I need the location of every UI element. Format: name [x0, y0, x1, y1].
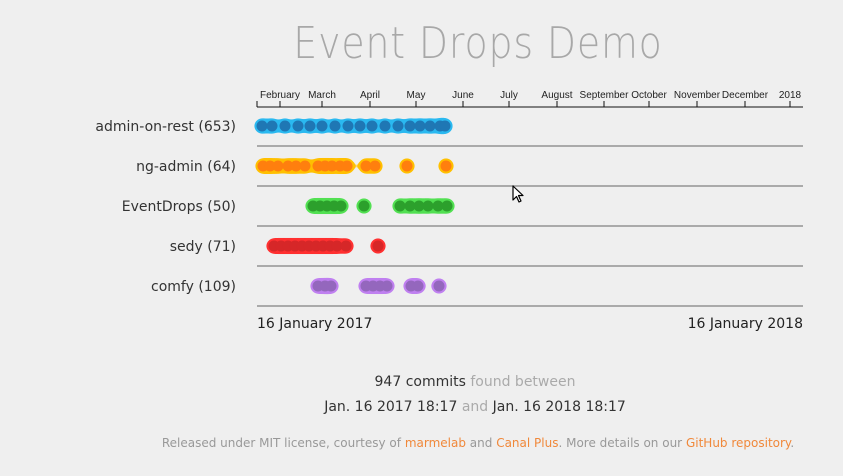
row-label: comfy (109)	[151, 279, 236, 295]
footer-suffix: .	[790, 436, 795, 450]
event-drop[interactable]	[341, 160, 353, 172]
event-drop[interactable]	[331, 240, 343, 252]
footer-prefix: Released under MIT license, courtesy of	[161, 436, 401, 450]
event-drops-chart[interactable]: February March April May June July August Septe…	[0, 0, 843, 340]
row-label: sedy (71)	[170, 239, 236, 255]
end-date: Jan. 16 2018 18:17	[492, 399, 626, 415]
summary-line-1: 947 commits found between	[0, 374, 843, 390]
event-drop[interactable]	[394, 200, 406, 212]
event-drop[interactable]	[439, 120, 451, 132]
event-drop[interactable]	[413, 200, 425, 212]
event-drop[interactable]	[392, 120, 404, 132]
event-drop[interactable]	[342, 120, 354, 132]
event-drop[interactable]	[358, 200, 370, 212]
event-drop[interactable]	[366, 120, 378, 132]
axis-tick-label: February	[260, 90, 300, 101]
event-drop[interactable]	[304, 120, 316, 132]
x-axis-top: February March April May June July August Septe…	[256, 90, 803, 108]
range-start-label: 16 January 2017	[257, 316, 372, 332]
event-drop[interactable]	[326, 160, 338, 172]
marmelab-link[interactable]: marmelab	[404, 436, 466, 450]
event-drop[interactable]	[354, 120, 366, 132]
range-end-label: 16 January 2018	[688, 316, 803, 332]
event-drop[interactable]	[440, 160, 452, 172]
row-label: admin-on-rest (653)	[95, 119, 236, 135]
axis-tick-label: September	[580, 90, 630, 101]
event-drop[interactable]	[279, 120, 291, 132]
axis-tick-label: March	[308, 90, 336, 101]
event-drop[interactable]	[412, 280, 424, 292]
event-drop[interactable]	[369, 160, 381, 172]
and-text: and	[461, 399, 489, 415]
axis-tick-label: June	[452, 90, 474, 101]
event-drop[interactable]	[299, 160, 311, 172]
event-drop[interactable]	[329, 120, 341, 132]
axis-tick-label: October	[631, 90, 667, 101]
event-drop[interactable]	[422, 200, 434, 212]
event-drop[interactable]	[272, 160, 284, 172]
event-drop[interactable]	[401, 160, 413, 172]
event-drop[interactable]	[282, 160, 294, 172]
footer: Released under MIT license, courtesy of …	[0, 436, 843, 450]
event-drop[interactable]	[414, 120, 426, 132]
event-drop[interactable]	[433, 280, 445, 292]
event-drop[interactable]	[424, 120, 436, 132]
event-drop[interactable]	[292, 120, 304, 132]
start-date: Jan. 16 2017 18:17	[324, 399, 458, 415]
event-drop[interactable]	[316, 120, 328, 132]
axis-tick-label: December	[722, 90, 769, 101]
row-comfy[interactable]: comfy (109)	[151, 278, 803, 307]
footer-and: and	[469, 436, 493, 450]
github-repository-link[interactable]: GitHub repository	[685, 436, 791, 450]
footer-middle: . More details on our	[558, 436, 683, 450]
axis-tick-label: 2018	[779, 90, 802, 101]
event-drop[interactable]	[340, 240, 352, 252]
row-ng-admin[interactable]: ng-admin (64)	[136, 158, 803, 187]
summary-line-2: Jan. 16 2017 18:17 and Jan. 16 2018 18:1…	[0, 399, 843, 415]
row-sedy[interactable]: sedy (71)	[170, 238, 803, 267]
axis-tick-label: April	[360, 90, 380, 101]
event-drop[interactable]	[372, 240, 384, 252]
event-drop[interactable]	[404, 120, 416, 132]
event-drop[interactable]	[432, 200, 444, 212]
event-drop[interactable]	[266, 120, 278, 132]
event-drop[interactable]	[256, 120, 268, 132]
event-drop[interactable]	[360, 160, 372, 172]
event-drop[interactable]	[441, 200, 453, 212]
row-label: ng-admin (64)	[136, 159, 236, 175]
event-drop[interactable]	[381, 280, 393, 292]
page-title: Event Drops Demo	[293, 18, 663, 69]
commit-count: 947 commits	[374, 374, 466, 390]
event-drop[interactable]	[325, 280, 337, 292]
canal-plus-link[interactable]: Canal Plus	[496, 436, 559, 450]
axis-tick-label: July	[500, 90, 518, 101]
event-drop[interactable]	[290, 160, 302, 172]
event-drop[interactable]	[264, 160, 276, 172]
axis-tick-label: May	[407, 90, 426, 101]
row-label: EventDrops (50)	[122, 199, 236, 215]
found-between-text: found between	[470, 374, 576, 390]
event-drop[interactable]	[404, 200, 416, 212]
row-admin-on-rest[interactable]: admin-on-rest (653)	[95, 118, 803, 147]
event-drop[interactable]	[335, 200, 347, 212]
mouse-cursor-icon	[512, 185, 524, 203]
row-EventDrops[interactable]: EventDrops (50)	[122, 198, 803, 227]
axis-tick-label: August	[541, 90, 572, 101]
axis-tick-label: November	[674, 90, 721, 101]
event-drop[interactable]	[379, 120, 391, 132]
